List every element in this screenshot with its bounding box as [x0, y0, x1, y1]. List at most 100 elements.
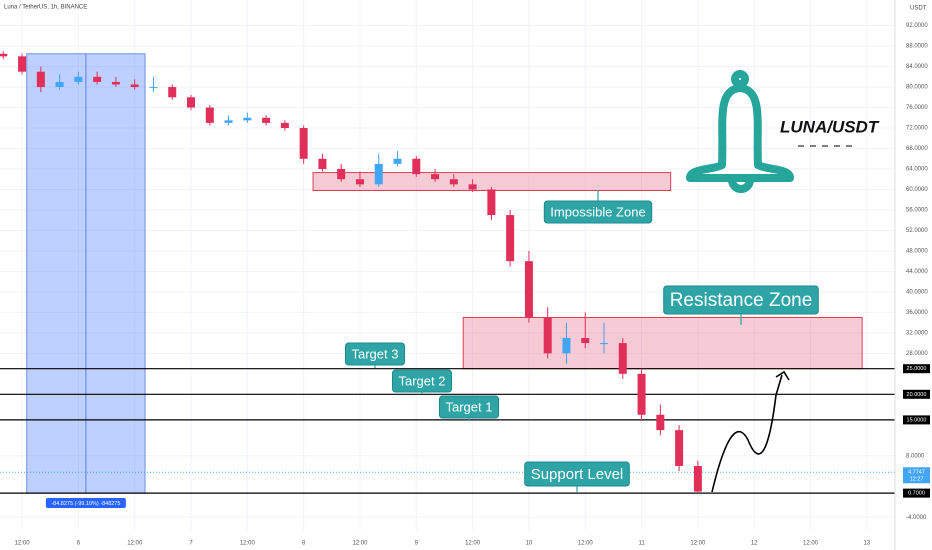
candle-body	[205, 107, 214, 123]
candle-body	[318, 158, 327, 169]
axes: 92.0000 88.0000 84.0000 80.0000 76.0000 72.00…	[15, 23, 930, 547]
overlay: LUNA/USDT Impossible Zone Resistance Zone…	[345, 70, 880, 493]
y-tick-label: 92.0000	[906, 23, 928, 29]
x-tick-label: 12:00	[578, 541, 594, 547]
x-tick-label: 12:00	[240, 541, 256, 547]
y-tick-label: 72.0000	[906, 126, 928, 132]
last-price-tag	[903, 467, 930, 484]
candle-body	[581, 337, 590, 344]
candle-body	[168, 87, 177, 98]
candle-body	[149, 87, 158, 89]
candle-body	[693, 465, 702, 492]
headline: LUNA/USDT	[780, 117, 880, 136]
y-tick-label: 84.0000	[906, 64, 928, 70]
y-tick-label: 76.0000	[906, 105, 928, 111]
candle-body	[187, 97, 196, 108]
y-tick-label: 80.0000	[906, 85, 928, 91]
y-tick-label: 88.0000	[906, 44, 928, 50]
y-tick-label: 36.0000	[906, 310, 928, 316]
candle-body	[299, 128, 308, 159]
candle-body	[468, 184, 477, 190]
callout-box	[345, 342, 405, 366]
x-tick-label: 12:00	[690, 541, 706, 547]
y-tick-label: 28.0000	[906, 351, 928, 357]
price-axis	[895, 0, 932, 550]
x-tick-label: 13	[863, 541, 870, 547]
candle-body	[431, 174, 440, 180]
candle-body	[524, 261, 533, 318]
x-tick-label: 12:00	[352, 541, 368, 547]
callout-box	[663, 285, 819, 315]
candle-body	[224, 120, 233, 123]
level-tag	[903, 389, 930, 399]
measure-label-bg	[45, 498, 126, 508]
callout-box	[439, 395, 499, 419]
bell-icon	[686, 70, 794, 193]
x-tick-label: 12:00	[465, 541, 481, 547]
x-tick-label: 7	[189, 541, 193, 547]
level-label: 15.0000	[907, 417, 927, 423]
chart-title: Luna / TetherUS, 1h, BINANCE	[4, 5, 87, 11]
level-tag	[903, 488, 930, 498]
candles	[0, 51, 702, 494]
candle-body	[262, 117, 271, 123]
callout-label: Target 3	[352, 346, 399, 361]
shapes: -84.8275 (-99.10%) -848275	[0, 53, 895, 508]
callout-box	[524, 461, 630, 487]
level-label: 20.0000	[907, 392, 927, 398]
time-axis	[0, 530, 932, 550]
x-tick-label: 6	[77, 541, 81, 547]
candle-body	[543, 317, 552, 354]
candle-body	[243, 117, 252, 121]
x-tick-label: 10	[526, 541, 533, 547]
candle-body	[18, 56, 27, 72]
candle-body	[74, 76, 83, 82]
y-tick-label: 68.0000	[906, 146, 928, 152]
y-tick-label: 56.0000	[906, 208, 928, 214]
callout-label: Impossible Zone	[550, 204, 645, 219]
candle-body	[36, 71, 45, 88]
y-tick-label: 40.0000	[906, 289, 928, 295]
candle-body	[675, 430, 684, 466]
candle-body	[600, 343, 609, 345]
candle-body	[130, 84, 139, 88]
candle-body	[374, 163, 383, 185]
candle-body	[449, 179, 458, 185]
zone	[462, 316, 863, 370]
callout-label: Target 2	[399, 373, 446, 388]
y-tick-label: 64.0000	[906, 167, 928, 173]
x-tick-label: 11	[638, 541, 645, 547]
x-tick-label: 12:00	[127, 541, 143, 547]
x-tick-label: 12	[751, 541, 758, 547]
candle-body	[337, 168, 346, 180]
grid	[0, 0, 895, 530]
measure-label: -84.8275 (-99.10%) -848275	[51, 501, 120, 507]
y-tick-label: 32.0000	[906, 330, 928, 336]
candle-body	[412, 158, 421, 175]
candle-body	[618, 343, 627, 374]
x-tick-label: 12:00	[15, 541, 31, 547]
level-tag	[903, 415, 930, 425]
level-label: 0.7000	[908, 491, 925, 497]
x-tick-label: 12:00	[803, 541, 819, 547]
candle-body	[656, 414, 665, 431]
projection-arrow	[711, 374, 783, 493]
callout-label: Resistance Zone	[670, 290, 813, 311]
candle-body	[487, 189, 496, 216]
arrow-head	[775, 370, 790, 381]
callout-label: Support Level	[531, 466, 624, 483]
y-tick-label: 44.0000	[906, 269, 928, 275]
callout-label: Target 1	[446, 399, 493, 414]
candle-body	[280, 122, 289, 129]
y-tick-label: 48.0000	[906, 248, 928, 254]
last-price-label: 4.7747	[908, 470, 925, 476]
callout-box	[543, 200, 653, 224]
candle-body	[111, 81, 120, 85]
level-tag	[903, 364, 930, 374]
y-tick-label: -4.0000	[906, 515, 927, 521]
candle-body	[93, 76, 102, 82]
candle-body	[0, 53, 8, 57]
x-tick-label: 8	[302, 541, 306, 547]
